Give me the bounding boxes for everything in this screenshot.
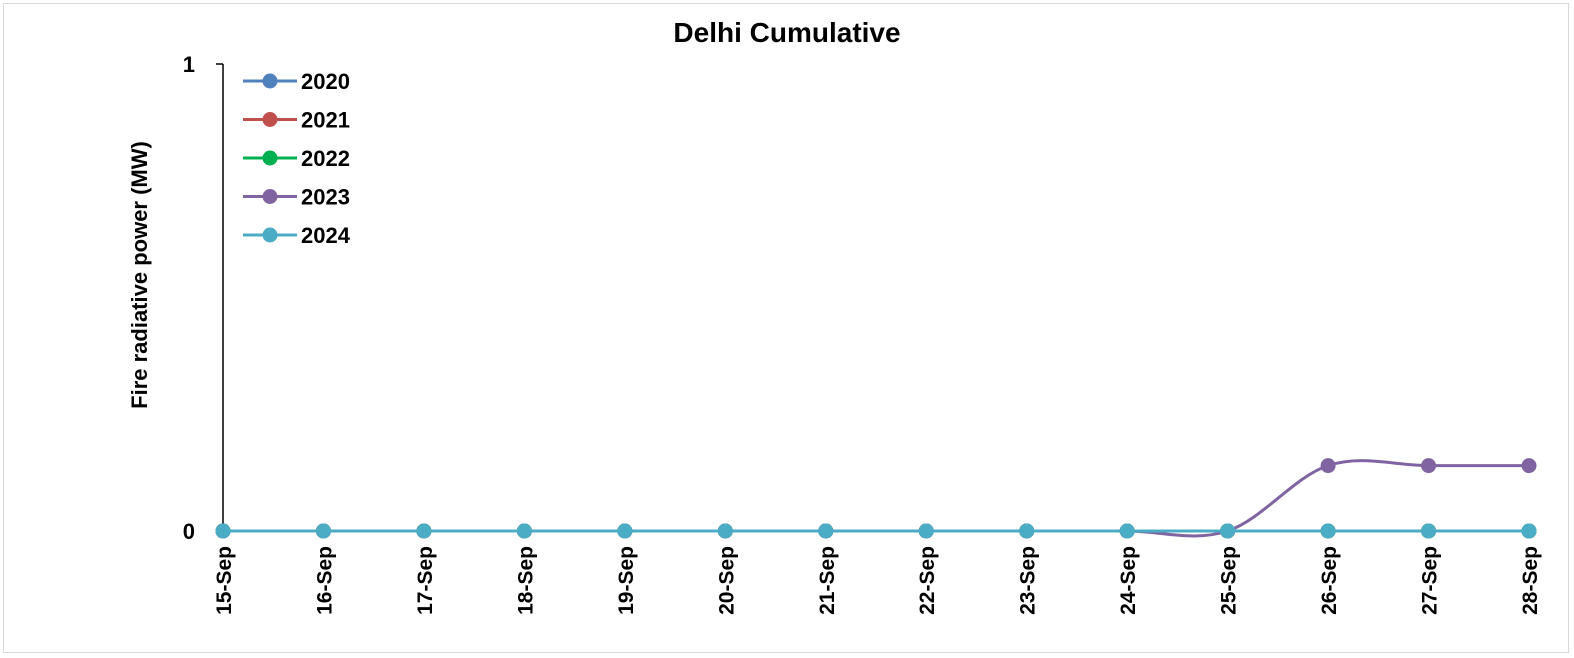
data-point-2024 <box>516 523 532 539</box>
x-tick-label: 28-Sep <box>1519 546 1542 615</box>
chart-title: Delhi Cumulative <box>673 17 900 48</box>
legend-item-2022: 2022 <box>243 146 350 171</box>
data-point-2024 <box>617 523 633 539</box>
data-point-2024 <box>1421 523 1437 539</box>
x-tick-label: 17-Sep <box>414 546 437 615</box>
x-tick-label: 21-Sep <box>816 546 839 615</box>
data-point-2024 <box>717 523 733 539</box>
legend-label: 2023 <box>301 185 350 210</box>
data-point-2024 <box>315 523 331 539</box>
legend-label: 2024 <box>301 223 351 248</box>
x-tick-label: 22-Sep <box>916 546 939 615</box>
y-tick-label: 1 <box>183 52 195 77</box>
data-point-2024 <box>1019 523 1035 539</box>
series-layer <box>215 458 1537 539</box>
data-point-2023 <box>1320 458 1336 474</box>
y-tick-label: 0 <box>183 519 195 544</box>
legend-label: 2022 <box>301 146 350 171</box>
x-tick-label: 24-Sep <box>1117 546 1140 615</box>
legend-marker <box>262 227 278 243</box>
x-tick-label: 25-Sep <box>1218 546 1241 615</box>
legend-marker <box>262 112 278 127</box>
series-2024 <box>215 523 1537 539</box>
legend-label: 2021 <box>301 108 350 133</box>
x-tick-label: 19-Sep <box>615 546 638 615</box>
data-point-2023 <box>1521 458 1537 474</box>
legend-item-2021: 2021 <box>243 108 350 133</box>
data-point-2024 <box>818 523 834 539</box>
data-point-2023 <box>1421 458 1437 474</box>
x-tick-label: 20-Sep <box>715 546 738 615</box>
data-point-2024 <box>1119 523 1135 539</box>
data-point-2024 <box>215 523 231 539</box>
x-tick-label: 27-Sep <box>1419 546 1442 615</box>
data-point-2024 <box>416 523 432 539</box>
legend-item-2023: 2023 <box>243 185 350 210</box>
legend-marker <box>262 73 278 89</box>
legend: 2020 2021 2022 2023 2024 <box>243 69 351 248</box>
legend-label: 2020 <box>301 69 350 94</box>
x-tick-label: 23-Sep <box>1017 546 1040 615</box>
legend-item-2024: 2024 <box>243 223 351 248</box>
legend-marker <box>262 150 278 166</box>
data-point-2024 <box>1521 523 1537 539</box>
series-line-2023 <box>223 459 1529 538</box>
legend-marker <box>262 189 278 204</box>
x-tick-label: 18-Sep <box>514 546 537 615</box>
x-tick-label: 26-Sep <box>1318 546 1341 615</box>
data-point-2024 <box>1220 523 1236 539</box>
chart-frame <box>3 3 1569 653</box>
data-point-2024 <box>1320 523 1336 539</box>
x-ticks: 15-Sep 16-Sep 17-Sep 18-Sep 19-Sep 20-Sep 21-S… <box>213 531 1542 615</box>
y-ticks: 01 <box>183 52 223 544</box>
x-tick-label: 16-Sep <box>313 546 336 615</box>
series-2023 <box>215 458 1537 539</box>
data-point-2024 <box>918 523 934 539</box>
x-tick-label: 15-Sep <box>213 546 236 615</box>
legend-item-2020: 2020 <box>243 69 350 94</box>
y-axis-label: Fire radiative power (MW) <box>127 141 152 409</box>
